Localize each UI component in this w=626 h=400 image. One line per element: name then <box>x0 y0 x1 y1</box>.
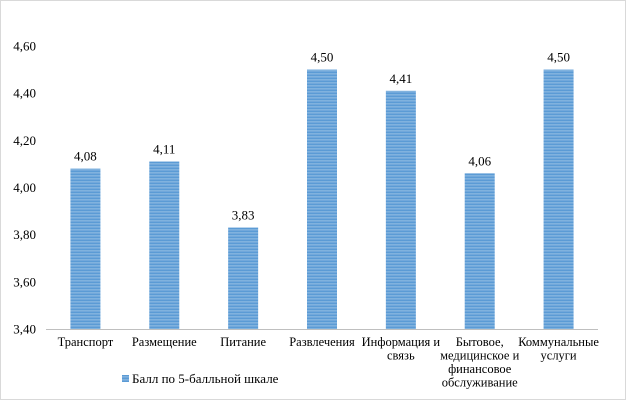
category-label: Коммунальные услуги <box>518 335 599 363</box>
bar <box>307 69 337 329</box>
data-label: 4,50 <box>311 50 334 65</box>
y-axis-tick-labels: 3,40 3,60 3,80 4,00 4,20 4,40 4,60 <box>13 39 36 337</box>
data-label: 4,08 <box>74 149 97 164</box>
bar <box>385 90 416 329</box>
category-label: Питание <box>220 335 266 349</box>
y-tick-label: 4,60 <box>13 39 36 54</box>
data-label: 4,50 <box>547 50 570 65</box>
data-label: 4,41 <box>389 71 412 86</box>
legend-swatch <box>122 375 129 382</box>
category-label: Информация и связь <box>362 335 441 363</box>
bar <box>543 69 574 329</box>
category-label: Размещение <box>132 335 197 349</box>
y-tick-label: 3,60 <box>13 274 36 289</box>
y-tick-label: 4,00 <box>13 180 36 195</box>
bar <box>228 227 259 329</box>
category-label: Развлечения <box>289 335 355 349</box>
category-labels: Транспорт Размещение Питание Развлечения Инф… <box>58 335 600 390</box>
bars <box>70 69 574 329</box>
data-label: 4,06 <box>468 153 491 168</box>
bar <box>464 173 495 329</box>
data-labels: 4,08 4,11 3,83 4,50 4,41 4,06 4,50 <box>74 50 570 223</box>
y-tick-label: 4,20 <box>13 133 36 148</box>
bar <box>149 161 180 329</box>
category-label: Бытовое, медицинское и финансовое обслужива… <box>440 335 519 390</box>
category-label: Транспорт <box>58 335 114 349</box>
data-label: 3,83 <box>232 208 255 223</box>
y-tick-label: 3,40 <box>13 322 36 337</box>
legend-label: Балл по 5-балльной шкале <box>132 371 279 386</box>
bar <box>70 168 101 329</box>
data-label: 4,11 <box>153 142 175 157</box>
legend: Балл по 5-балльной шкале <box>122 371 279 386</box>
y-tick-label: 4,40 <box>13 86 36 101</box>
y-tick-label: 3,80 <box>13 227 36 242</box>
